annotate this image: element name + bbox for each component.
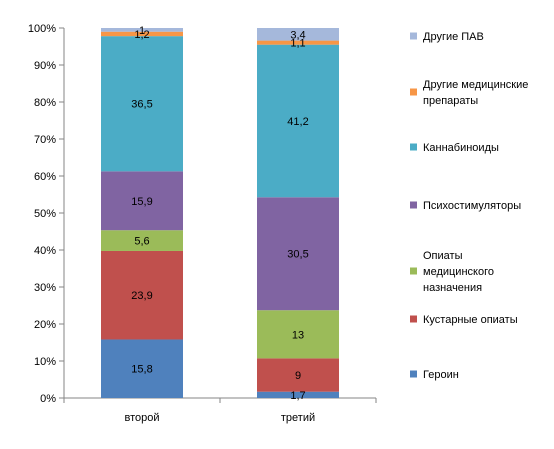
bar-segment-опиаты-медицинского-назначения-третий <box>257 310 339 359</box>
legend-swatch-героин <box>410 370 417 378</box>
y-tick-label: 50% <box>34 208 56 220</box>
bar-segment-опиаты-медицинского-назначения-второй <box>101 230 183 251</box>
legend-label: Другие ПАВ <box>423 31 484 43</box>
data-label: 30,5 <box>287 249 308 261</box>
y-tick-label: 60% <box>34 171 56 183</box>
y-tick-label: 90% <box>34 60 56 72</box>
legend-swatch-опиаты-медицинского-назначения <box>410 267 417 275</box>
y-tick-label: 20% <box>34 319 56 331</box>
data-label: 15,8 <box>131 364 152 376</box>
data-label: 13 <box>292 329 304 341</box>
bar-segment-кустарные-опиаты-третий <box>257 358 339 392</box>
chart-data-labels: 15,8 23,9 5,6 15,9 36,5 1,21 1,7 9 13 30,5 41,2 1,1… <box>131 25 308 402</box>
chart-legend: Другие ПАВ Другие медицинские препараты Кан… <box>410 31 528 381</box>
legend-label: Психостимуляторы <box>423 200 521 212</box>
data-label: 23,9 <box>131 290 152 302</box>
data-label: 3,4 <box>290 29 305 41</box>
data-label: 1,2 <box>134 29 149 41</box>
bar-segment-героин-второй <box>101 339 183 398</box>
bar-segment-другие-медицинские-препараты-второй <box>101 31 183 37</box>
legend-label: препараты <box>423 95 478 107</box>
y-tick-label: 0% <box>40 393 56 405</box>
y-tick-label: 30% <box>34 282 56 294</box>
chart-bars <box>101 28 339 398</box>
bar-segment-психостимуляторы-третий <box>257 197 339 311</box>
legend-swatch-другие-пав <box>410 32 417 40</box>
data-label: 1,7 <box>290 390 305 402</box>
chart-axes: 0% 10% 20% 30% 40% 50% 60% 70% 80% 90% 100% второй т… <box>28 23 377 424</box>
data-label: 1 <box>139 25 145 37</box>
legend-swatch-другие-медицинские-препараты <box>410 88 417 96</box>
legend-label: медицинского <box>423 266 494 278</box>
legend-swatch-кустарные-опиаты <box>410 315 417 323</box>
legend-label: Каннабиноиды <box>423 142 499 154</box>
data-label: 36,5 <box>131 99 152 111</box>
bar-segment-каннабиноиды-третий <box>257 44 339 198</box>
bar-segment-психостимуляторы-второй <box>101 171 183 231</box>
data-label: 5,6 <box>134 236 149 248</box>
y-tick-label: 10% <box>34 356 56 368</box>
data-label: 41,2 <box>287 116 308 128</box>
x-tick-label: третий <box>281 412 315 424</box>
bar-segment-другие-пав-второй <box>101 28 183 32</box>
bar-segment-героин-третий <box>257 391 339 398</box>
data-label: 15,9 <box>131 196 152 208</box>
x-tick-label: второй <box>124 412 159 424</box>
legend-label: Другие медицинские <box>423 79 528 91</box>
y-tick-label: 70% <box>34 134 56 146</box>
y-tick-label: 100% <box>28 23 56 35</box>
y-tick-label: 80% <box>34 97 56 109</box>
legend-swatch-каннабиноиды <box>410 143 417 151</box>
legend-swatch-психостимуляторы <box>410 201 417 209</box>
legend-label: Кустарные опиаты <box>423 314 518 326</box>
bar-segment-каннабиноиды-второй <box>101 36 183 172</box>
bar-segment-другие-медицинские-препараты-третий <box>257 40 339 45</box>
legend-label: назначения <box>423 282 482 294</box>
legend-label: Опиаты <box>423 250 463 262</box>
y-tick-label: 40% <box>34 245 56 257</box>
data-label: 1,1 <box>290 38 305 50</box>
legend-label: Героин <box>423 369 459 381</box>
data-label: 9 <box>295 370 301 382</box>
bar-segment-другие-пав-третий <box>257 28 339 41</box>
bar-segment-кустарные-опиаты-второй <box>101 250 183 340</box>
